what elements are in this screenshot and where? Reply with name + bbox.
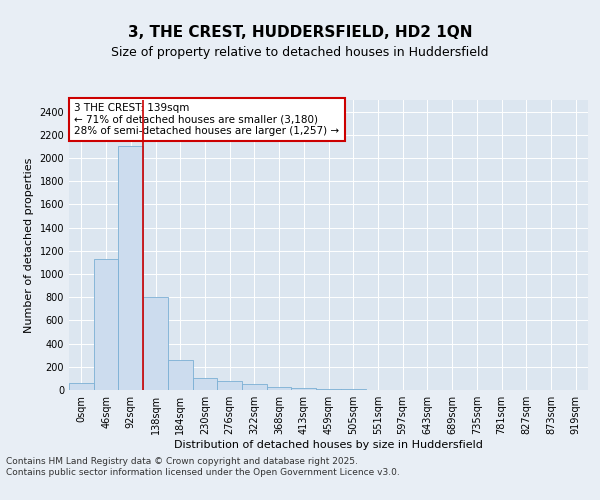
Bar bbox=[94, 259, 118, 390]
Bar bbox=[69, 383, 94, 390]
Text: 3, THE CREST, HUDDERSFIELD, HD2 1QN: 3, THE CREST, HUDDERSFIELD, HD2 1QN bbox=[128, 25, 472, 40]
Bar bbox=[316, 389, 341, 390]
Bar bbox=[168, 360, 193, 390]
Text: 3 THE CREST: 139sqm
← 71% of detached houses are smaller (3,180)
28% of semi-det: 3 THE CREST: 139sqm ← 71% of detached ho… bbox=[74, 103, 340, 136]
Bar bbox=[193, 378, 217, 390]
Bar bbox=[267, 386, 292, 390]
X-axis label: Distribution of detached houses by size in Huddersfield: Distribution of detached houses by size … bbox=[174, 440, 483, 450]
Bar bbox=[118, 146, 143, 390]
Bar bbox=[292, 388, 316, 390]
Text: Contains HM Land Registry data © Crown copyright and database right 2025.
Contai: Contains HM Land Registry data © Crown c… bbox=[6, 458, 400, 477]
Bar bbox=[217, 382, 242, 390]
Bar bbox=[143, 297, 168, 390]
Y-axis label: Number of detached properties: Number of detached properties bbox=[24, 158, 34, 332]
Text: Size of property relative to detached houses in Huddersfield: Size of property relative to detached ho… bbox=[111, 46, 489, 59]
Bar bbox=[242, 384, 267, 390]
